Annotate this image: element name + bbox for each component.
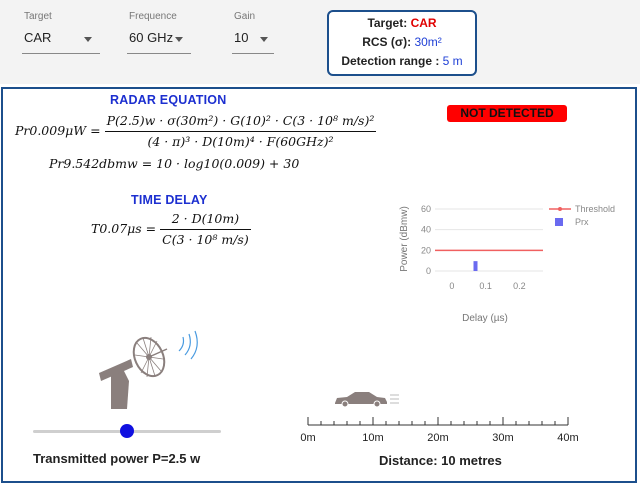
target-info-line: Target: CAR — [367, 16, 437, 30]
distance-ruler[interactable]: 0m 10m 20m 30m 40m — [298, 417, 588, 447]
chart-x-tick-label: 0.2 — [513, 281, 526, 291]
time-delay-heading: TIME DELAY — [131, 193, 208, 207]
time-delay-lhs: T0.07μs = — [91, 221, 157, 236]
radar-equation-heading: RADAR EQUATION — [110, 93, 227, 107]
legend-threshold-marker — [558, 207, 562, 211]
controls-bar: Target CAR Frequence 60 GHz Gain 10 Targ… — [0, 0, 640, 84]
legend-threshold-label: Threshold — [575, 204, 615, 214]
gain-select[interactable]: Gain 10 — [232, 10, 274, 54]
time-delay-numerator: 2 · D(10m) — [160, 209, 251, 230]
radar-equation: Pr0.009μW = P(2.5)w · σ(30m²) · G(10)² ·… — [15, 111, 377, 152]
ruler-label: 0m — [300, 432, 315, 444]
target-select-label: Target — [24, 11, 52, 22]
frequence-select-label: Frequence — [129, 11, 177, 22]
detection-status-badge: NOT DETECTED — [447, 105, 567, 122]
transmitted-power-caption: Transmitted power P=2.5 w — [33, 451, 201, 466]
signal-waves-icon — [178, 330, 198, 360]
power-slider-thumb[interactable] — [120, 424, 134, 438]
time-delay-equation: T0.07μs = 2 · D(10m) C(3 · 10⁸ m/s) — [91, 209, 251, 250]
radar-dish-icon — [99, 336, 168, 409]
legend-prx-label: Prx — [575, 217, 589, 227]
dbm-equation: Pr9.542dbmw = 10 · log10(0.009) + 30 — [49, 156, 300, 171]
radar-equation-lhs: Pr0.009μW = — [15, 123, 101, 138]
chevron-down-icon — [84, 37, 92, 42]
distance-caption: Distance: 10 metres — [379, 453, 502, 468]
legend-prx-swatch — [555, 218, 563, 226]
chevron-down-icon — [260, 37, 268, 42]
time-delay-denominator: C(3 · 10⁸ m/s) — [162, 232, 249, 247]
chart-y-tick-label: 0 — [426, 266, 431, 276]
target-info-value: CAR — [410, 16, 437, 30]
frequence-select-value: 60 GHz — [129, 30, 174, 45]
rcs-info-value: 30m² — [414, 35, 442, 49]
target-info-box: Target: CAR RCS (σ): 30m² Detection rang… — [327, 10, 477, 76]
rcs-info-line: RCS (σ): 30m² — [362, 35, 442, 49]
chart-x-axis-label: Delay (µs) — [462, 313, 508, 324]
chart-y-axis-label: Power (dBmw) — [399, 206, 410, 272]
radar-equation-denominator: (4 · π)³ · D(10m)⁴ · F(60GHz)² — [147, 134, 334, 149]
gain-select-value: 10 — [234, 30, 249, 45]
prx-bar — [473, 261, 478, 271]
radar-equation-numerator: P(2.5)w · σ(30m²) · G(10)² · C(3 · 10⁸ m… — [104, 111, 377, 132]
chart-y-tick-label: 20 — [421, 245, 431, 255]
target-select[interactable]: Target CAR — [22, 10, 100, 54]
ruler-label: 10m — [362, 432, 383, 444]
frequence-select[interactable]: Frequence 60 GHz — [127, 10, 191, 54]
range-info-line: Detection range : 5 m — [341, 54, 463, 68]
chevron-down-icon — [175, 37, 183, 42]
chart-y-tick-label: 40 — [421, 225, 431, 235]
ruler-label: 20m — [427, 432, 448, 444]
chart-x-tick-label: 0 — [449, 281, 454, 291]
power-slider-track[interactable] — [33, 424, 221, 438]
simulation-panel: RADAR EQUATION Pr0.009μW = P(2.5)w · σ(3… — [1, 87, 637, 483]
chart-y-tick-label: 60 — [421, 204, 431, 214]
car-icon[interactable] — [333, 389, 401, 409]
target-select-value: CAR — [24, 30, 52, 45]
ruler-label: 40m — [557, 432, 578, 444]
gain-select-label: Gain — [234, 11, 256, 22]
chart-x-tick-label: 0.1 — [479, 281, 492, 291]
power-delay-chart: Power (dBmw) Delay (µs) 0 20 40 60 0 0.1 0.2 Th… — [399, 204, 615, 324]
ruler-label: 30m — [492, 432, 513, 444]
range-info-value: 5 m — [442, 54, 463, 68]
